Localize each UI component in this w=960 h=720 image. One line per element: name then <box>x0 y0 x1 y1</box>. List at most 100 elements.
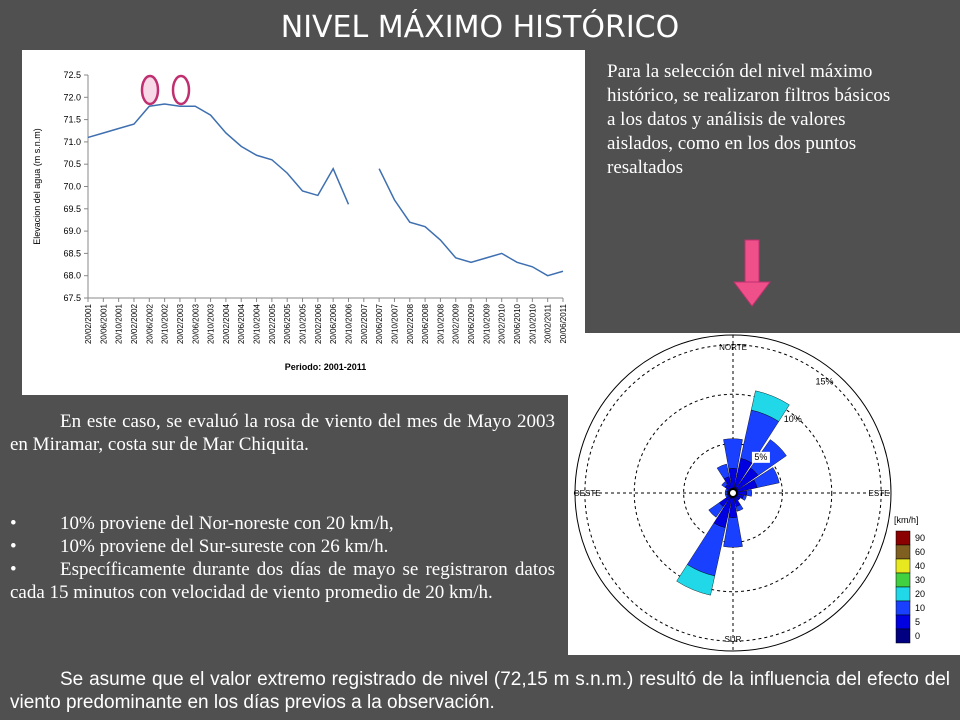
rose-segment <box>725 488 729 492</box>
bullet-text: 10% proviene del Nor-noreste con 20 km/h… <box>60 513 394 534</box>
label-bg <box>751 451 770 463</box>
x-tick-label: 20/02/2007 <box>360 303 369 344</box>
x-tick-label: 20/06/2003 <box>191 303 200 344</box>
rose-segment <box>741 495 747 501</box>
bullet-text: Específicamente durante dos días de mayo… <box>10 559 555 603</box>
arrow <box>733 239 771 307</box>
x-tick-label: 20/06/2011 <box>559 303 568 343</box>
colorbar-box <box>895 572 911 588</box>
x-tick-label: 20/10/2003 <box>207 303 216 344</box>
line-chart: 67.5 68.0 68.5 69.0 69.5 70.0 70.5 71.0 71.5 72.0… <box>22 50 585 395</box>
colorbar-box <box>895 614 911 630</box>
x-tick-label: 20/06/2002 <box>145 303 154 344</box>
highlight <box>171 74 191 106</box>
footer: Se asume que el valor extremo registrado… <box>10 669 950 713</box>
x-tick-label: 20/10/2006 <box>344 303 353 344</box>
wind-rose: 5% 10% 15% NORTE ESTE SUR OESTE [km/h] 90 60 40 30 2… <box>568 333 960 655</box>
rose-segment <box>735 504 744 512</box>
bullet-text: 10% proviene del Sur-sureste con 26 km/h… <box>60 536 389 557</box>
y-tick-label: 70.5 <box>63 159 81 169</box>
y-tick-label: 72.5 <box>63 70 81 80</box>
rose-segment <box>723 438 743 469</box>
y-tick-label: 69.0 <box>63 226 81 236</box>
bullets: • 10% proviene del Nor-noreste con 20 km/… <box>10 512 555 604</box>
x-tick-label: 20/06/2009 <box>467 303 476 344</box>
colorbar-box <box>895 558 911 574</box>
panel <box>22 50 585 395</box>
y-tick-label: 72.0 <box>63 92 81 102</box>
x-tick-label: 20/06/2004 <box>237 303 246 344</box>
x-tick-label: 20/02/2004 <box>222 303 231 344</box>
x-tick-label: 20/10/2001 <box>115 303 124 344</box>
bullet: • 10% proviene del Nor-noreste con 20 km/… <box>10 513 394 534</box>
colorbar-box <box>895 628 911 644</box>
line <box>87 103 564 277</box>
y-tick-label: 68.5 <box>63 248 81 258</box>
x-tick-label: 20/10/2009 <box>482 303 491 344</box>
colorbar-box <box>895 586 911 602</box>
colorbar-box <box>895 530 911 546</box>
x-tick-label: 20/06/2010 <box>513 303 522 344</box>
x-tick-label: 20/02/2005 <box>268 303 277 344</box>
colorbar-label: 90 <box>915 533 925 543</box>
panel <box>568 333 960 655</box>
direction-label: SUR <box>725 635 742 644</box>
y-tick-label: 70.0 <box>63 182 81 192</box>
colorbar-label: 20 <box>915 589 925 599</box>
x-tick-label: 20/06/2008 <box>421 303 430 344</box>
grid-circle <box>683 443 783 543</box>
x-tick-label: 20/10/2007 <box>390 303 399 344</box>
paragraph: En este caso, se evaluó la rosa de vient… <box>10 411 555 455</box>
x-tick-label: 20/10/2010 <box>528 303 537 344</box>
rose-segment <box>724 491 728 495</box>
x-tick-label: 20/02/2010 <box>498 303 507 344</box>
colorbar-label: 40 <box>915 561 925 571</box>
note: Para la selección del nivel máximo histó… <box>607 61 891 178</box>
y-tick-label: 67.5 <box>63 293 81 303</box>
direction-label: NORTE <box>719 343 747 352</box>
grid-circle <box>584 344 882 642</box>
direction-label: OESTE <box>573 489 600 498</box>
arrow-head <box>733 281 771 307</box>
highlight <box>140 74 160 106</box>
rose-segment <box>716 463 730 480</box>
bullet: • Específicamente durante dos días de may… <box>10 559 555 603</box>
grid-circle <box>633 393 833 593</box>
direction-label: ESTE <box>869 489 890 498</box>
colorbar-box <box>895 600 911 616</box>
x-tick-label: 20/02/2009 <box>452 303 461 344</box>
rose-segment <box>723 517 743 548</box>
colorbar-title: [km/h] <box>894 515 919 525</box>
x-tick-label: 20/02/2003 <box>176 303 185 344</box>
arrow-shaft <box>744 239 760 285</box>
rose-segment <box>750 390 790 422</box>
colorbar-label: 30 <box>915 575 925 585</box>
colorbar-label: 10 <box>915 603 925 613</box>
x-tick-label: 20/06/2001 <box>99 303 108 344</box>
x-tick-label: 20/02/2006 <box>314 303 323 344</box>
y-tick-label: 71.5 <box>63 115 81 125</box>
y-axis-label: Elevacion del agua (m s.n.m) <box>32 128 42 245</box>
x-tick-label: 20/10/2008 <box>436 303 445 344</box>
x-tick-label: 20/06/2006 <box>329 303 338 344</box>
x-tick-label: 20/02/2008 <box>406 303 415 344</box>
rose-segment <box>746 489 752 497</box>
x-tick-label: 20/06/2007 <box>375 303 384 344</box>
r-tick-label: 15% <box>816 376 834 386</box>
calm-ring <box>728 488 738 498</box>
bullet: • 10% proviene del Sur-sureste con 26 km/… <box>10 536 389 557</box>
rose-segment <box>676 564 716 596</box>
x-tick-label: 20/06/2005 <box>283 303 292 344</box>
rose-segment <box>708 502 724 518</box>
r-tick-label: 10% <box>784 414 802 424</box>
x-axis-label: Periodo: 2001-2011 <box>285 362 367 372</box>
colorbar-label: 60 <box>915 547 925 557</box>
r-tick-label: 5% <box>754 452 767 462</box>
title: NIVEL MÁXIMO HISTÓRICO <box>280 10 680 45</box>
x-tick-label: 20/10/2004 <box>253 303 262 344</box>
x-tick-label: 20/10/2005 <box>299 303 308 344</box>
x-tick-label: 20/02/2001 <box>84 303 93 344</box>
x-tick-label: 20/02/2002 <box>130 303 139 344</box>
rose-segment <box>725 494 729 498</box>
